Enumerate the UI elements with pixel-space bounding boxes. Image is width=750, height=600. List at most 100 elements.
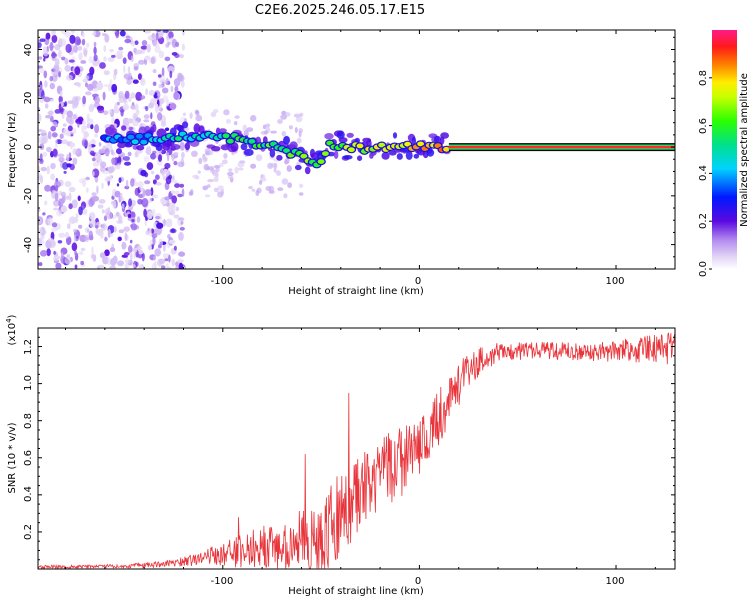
noise-blob — [98, 264, 105, 269]
noise-blob — [69, 34, 76, 45]
noise-blob — [110, 257, 117, 267]
noise-blob — [52, 121, 58, 127]
noise-blob — [173, 152, 179, 156]
noise-blob — [44, 200, 48, 206]
noise-blob — [77, 45, 83, 51]
noise-blob — [165, 151, 169, 156]
noise-blob — [169, 70, 173, 79]
noise-blob — [125, 35, 131, 39]
noise-blob — [91, 88, 99, 92]
halo-blob — [228, 168, 233, 172]
noise-blob — [163, 242, 166, 252]
noise-blob — [83, 125, 87, 130]
noise-blob — [131, 199, 136, 207]
trace-haze — [357, 155, 363, 161]
halo-blob — [287, 182, 292, 189]
noise-blob — [114, 190, 121, 198]
noise-blob — [107, 166, 115, 174]
noise-blob — [84, 75, 90, 81]
noise-blob — [75, 149, 80, 154]
snr-y-multiplier-close: ) — [7, 314, 18, 318]
noise-blob — [169, 228, 177, 234]
trace-blob — [378, 142, 386, 148]
spectrogram-marks — [38, 30, 675, 269]
trace-haze — [346, 132, 354, 138]
noise-blob — [42, 212, 46, 216]
noise-blob — [128, 245, 133, 254]
noise-blob — [157, 244, 162, 249]
noise-blob — [163, 168, 169, 175]
noise-blob — [82, 120, 87, 126]
trace-haze — [211, 146, 221, 152]
noise-blob — [181, 151, 185, 159]
noise-blob — [119, 30, 126, 37]
noise-blob — [168, 31, 174, 39]
noise-blob — [170, 179, 178, 184]
noise-blob — [155, 32, 159, 41]
noise-blob — [55, 184, 59, 192]
noise-blob — [140, 95, 146, 100]
noise-blob — [157, 112, 163, 121]
snr-series-line — [38, 331, 675, 569]
noise-blob — [155, 103, 159, 114]
noise-blob — [178, 262, 184, 269]
noise-blob — [182, 30, 185, 36]
halo-blob — [262, 124, 267, 130]
noise-blob — [95, 225, 99, 229]
noise-blob — [82, 32, 85, 38]
noise-blob — [134, 151, 138, 158]
noise-blob — [83, 130, 89, 139]
noise-blob — [96, 82, 104, 91]
noise-blob — [68, 119, 75, 125]
noise-blob — [61, 139, 69, 145]
noise-blob — [111, 157, 116, 165]
noise-blob — [122, 57, 127, 64]
noise-blob — [86, 187, 89, 193]
noise-blob — [134, 247, 138, 253]
snr-y-tick-label: 0.8 — [23, 413, 34, 429]
noise-blob — [109, 79, 113, 87]
noise-blob — [165, 218, 173, 228]
colorbar-tick-label: 0.4 — [698, 165, 709, 181]
noise-blob — [67, 223, 71, 230]
noise-blob — [132, 264, 136, 268]
halo-blob — [207, 179, 215, 183]
halo-blob — [265, 123, 271, 128]
halo-blob — [202, 155, 208, 163]
halo-blob — [219, 162, 224, 167]
halo-blob — [234, 115, 240, 119]
halo-blob — [225, 119, 231, 124]
noise-blob — [128, 97, 132, 102]
snr-y-multiplier: (x104) — [5, 314, 18, 345]
noise-blob — [63, 170, 67, 174]
spectrogram-ticks — [38, 30, 675, 270]
halo-blob — [213, 164, 221, 169]
noise-blob — [51, 51, 56, 59]
noise-blob — [104, 249, 110, 257]
noise-blob — [91, 32, 97, 36]
trace-haze — [413, 153, 420, 159]
noise-blob — [89, 150, 95, 156]
noise-blob — [94, 124, 100, 134]
noise-blob — [136, 246, 143, 251]
noise-blob — [47, 238, 54, 242]
halo-blob — [260, 174, 264, 179]
noise-blob — [39, 153, 43, 162]
noise-blob — [85, 176, 90, 181]
noise-blob — [111, 54, 116, 58]
noise-blob — [74, 36, 81, 46]
noise-blob — [73, 233, 77, 243]
halo-blob — [212, 109, 219, 114]
snr-y-tick-label: 0.2 — [23, 524, 34, 540]
noise-blob — [100, 232, 104, 239]
noise-blob — [171, 258, 175, 267]
trace-haze — [324, 133, 334, 140]
noise-blob — [96, 185, 99, 194]
noise-blob — [68, 203, 73, 210]
noise-blob — [38, 218, 43, 224]
noise-blob — [130, 55, 134, 63]
snr-x-axis-label: Height of straight line (km) — [288, 586, 424, 597]
halo-blob — [197, 170, 201, 174]
noise-blob — [57, 240, 63, 244]
